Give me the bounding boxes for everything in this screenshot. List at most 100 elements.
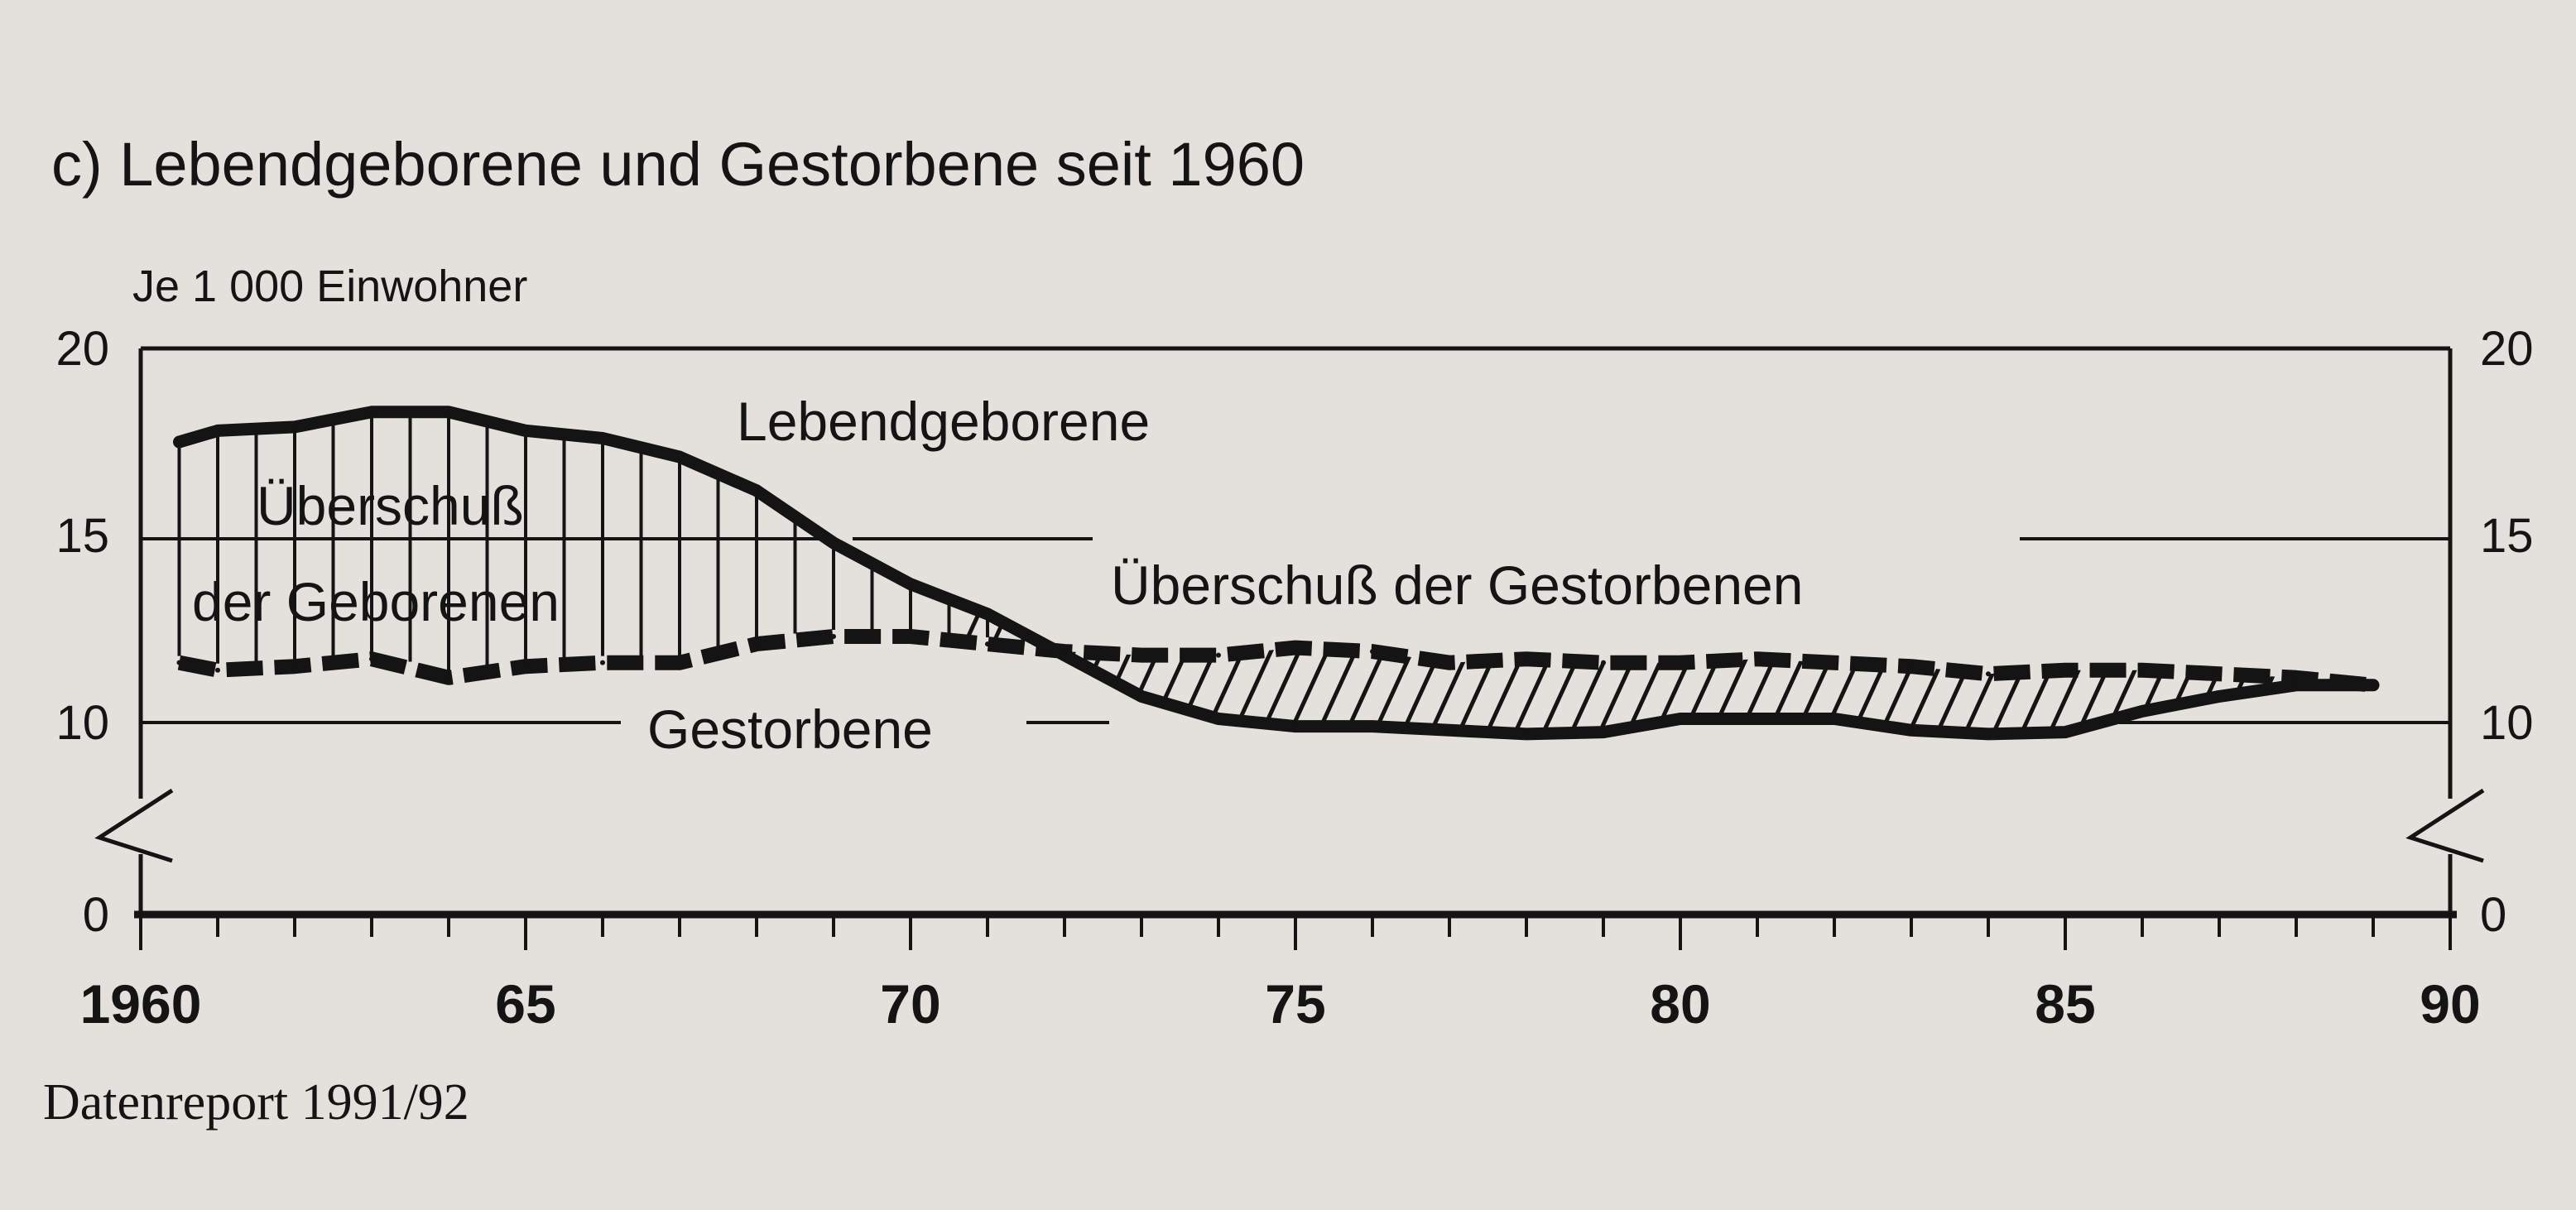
label-ueberschuss-geborenen-line1: Überschuß <box>257 475 524 536</box>
point-gestorbene <box>1678 660 1683 665</box>
label-gestorbene: Gestorbene <box>647 699 933 760</box>
hatch-stroke <box>1674 611 1770 734</box>
point-lebendgeborene <box>1678 716 1683 722</box>
point-lebendgeborene <box>985 611 990 617</box>
point-lebendgeborene <box>2217 694 2222 699</box>
series-gestorbene-line <box>177 629 2374 693</box>
point-gestorbene <box>1909 664 1914 670</box>
point-lebendgeborene <box>1524 731 1529 737</box>
point-lebendgeborene <box>369 409 374 415</box>
data-points <box>176 409 2376 737</box>
point-lebendgeborene <box>1832 716 1837 722</box>
hatch-stroke <box>1561 611 1657 734</box>
y-axis-label: Je 1 000 Einwohner <box>132 262 527 311</box>
hatch-stroke <box>1702 611 1798 734</box>
point-gestorbene <box>2371 682 2376 688</box>
hatch-stroke <box>1589 611 1685 734</box>
point-gestorbene <box>2294 675 2299 680</box>
hatch-stroke <box>2265 611 2361 734</box>
point-gestorbene <box>2217 671 2222 677</box>
point-lebendgeborene <box>1216 716 1221 722</box>
hatch-stroke <box>1814 611 1910 734</box>
y-tick-label-left: 20 <box>55 322 109 376</box>
axes <box>94 346 2485 919</box>
point-gestorbene <box>1216 652 1221 658</box>
point-gestorbene <box>1293 645 1298 651</box>
series-lebendgeborene-line <box>173 406 2380 741</box>
point-gestorbene <box>831 634 836 640</box>
point-lebendgeborene <box>1447 727 1452 733</box>
point-gestorbene <box>908 634 913 640</box>
x-tick-label: 80 <box>1650 973 1710 1035</box>
x-ticks: 1960 65 70 75 80 85 90 <box>80 915 2481 1035</box>
hatch-stroke <box>2349 611 2373 734</box>
point-gestorbene <box>1447 660 1452 665</box>
hatch-stroke <box>2293 611 2373 734</box>
hatch-stroke <box>2180 611 2276 734</box>
point-lebendgeborene <box>1601 729 1606 735</box>
point-lebendgeborene <box>176 439 182 444</box>
hatch-stroke <box>1505 611 1601 734</box>
hatch-stroke <box>2237 611 2333 734</box>
point-lebendgeborene <box>292 424 297 430</box>
label-ueberschuss-gestorbenen: Überschuß der Gestorbenen <box>1111 555 1803 616</box>
point-lebendgeborene <box>2063 729 2068 735</box>
point-lebendgeborene <box>1986 731 1991 737</box>
point-gestorbene <box>446 675 451 680</box>
point-gestorbene <box>215 667 220 673</box>
x-tick-label: 65 <box>495 973 555 1035</box>
point-lebendgeborene <box>1755 716 1760 722</box>
y-tick-label-left: 10 <box>55 696 109 750</box>
chart-title: c) Lebendgeborene und Gestorbene seit 19… <box>51 130 1305 199</box>
point-lebendgeborene <box>523 428 528 434</box>
hatch-stroke <box>1336 611 1432 734</box>
point-gestorbene <box>1986 671 1991 677</box>
point-lebendgeborene <box>1062 652 1067 658</box>
y-tick-label-left: 0 <box>83 888 109 942</box>
hatch-stroke <box>1477 611 1573 734</box>
point-lebendgeborene <box>754 487 759 493</box>
y-tick-label-right: 20 <box>2480 322 2534 376</box>
hatch-stroke <box>1533 611 1629 734</box>
point-gestorbene <box>2140 667 2145 673</box>
point-gestorbene <box>985 641 990 647</box>
right-axis-break-icon <box>2405 788 2485 863</box>
hatch-stroke <box>2011 611 2107 734</box>
label-ueberschuss-geborenen-line2: der Geborenen <box>192 571 560 632</box>
y-tick-label-right: 10 <box>2480 696 2534 750</box>
hatch-stroke <box>1055 611 1151 734</box>
point-gestorbene <box>754 641 759 647</box>
point-gestorbene <box>1755 656 1760 662</box>
x-tick-label: 70 <box>880 973 940 1035</box>
hatch-stroke <box>1927 611 2023 734</box>
hatch-stroke <box>1871 611 1967 734</box>
hatch-stroke <box>1646 611 1742 734</box>
hatch-stroke <box>1364 611 1460 734</box>
point-gestorbene <box>1832 660 1837 665</box>
x-tick-label: 90 <box>2420 973 2480 1035</box>
point-lebendgeborene <box>1293 723 1298 729</box>
hatch-stroke <box>2321 611 2373 734</box>
point-lebendgeborene <box>2140 708 2145 714</box>
point-gestorbene <box>1062 649 1067 655</box>
point-lebendgeborene <box>908 581 913 587</box>
y-tick-label-left: 15 <box>55 509 109 563</box>
left-axis-break-icon <box>94 788 174 863</box>
y-tick-label-right: 0 <box>2480 888 2506 942</box>
hatch-stroke <box>1955 611 2051 734</box>
point-lebendgeborene <box>831 540 836 546</box>
hatch-stroke <box>1730 611 1826 734</box>
x-tick-label: 1960 <box>80 973 202 1035</box>
label-lebendgeborene: Lebendgeborene <box>737 391 1150 452</box>
y-tick-label-right: 15 <box>2480 509 2534 563</box>
hatch-stroke <box>1983 611 2079 734</box>
y-ticks: 0 0 10 10 15 15 20 20 <box>55 322 2533 942</box>
hatch-stroke <box>1617 611 1713 734</box>
hatch-stroke <box>1899 611 1995 734</box>
hatch-stroke <box>2208 611 2304 734</box>
hatch-stroke <box>1843 611 1939 734</box>
birth-surplus-fill <box>177 416 1028 671</box>
point-lebendgeborene <box>677 454 682 460</box>
